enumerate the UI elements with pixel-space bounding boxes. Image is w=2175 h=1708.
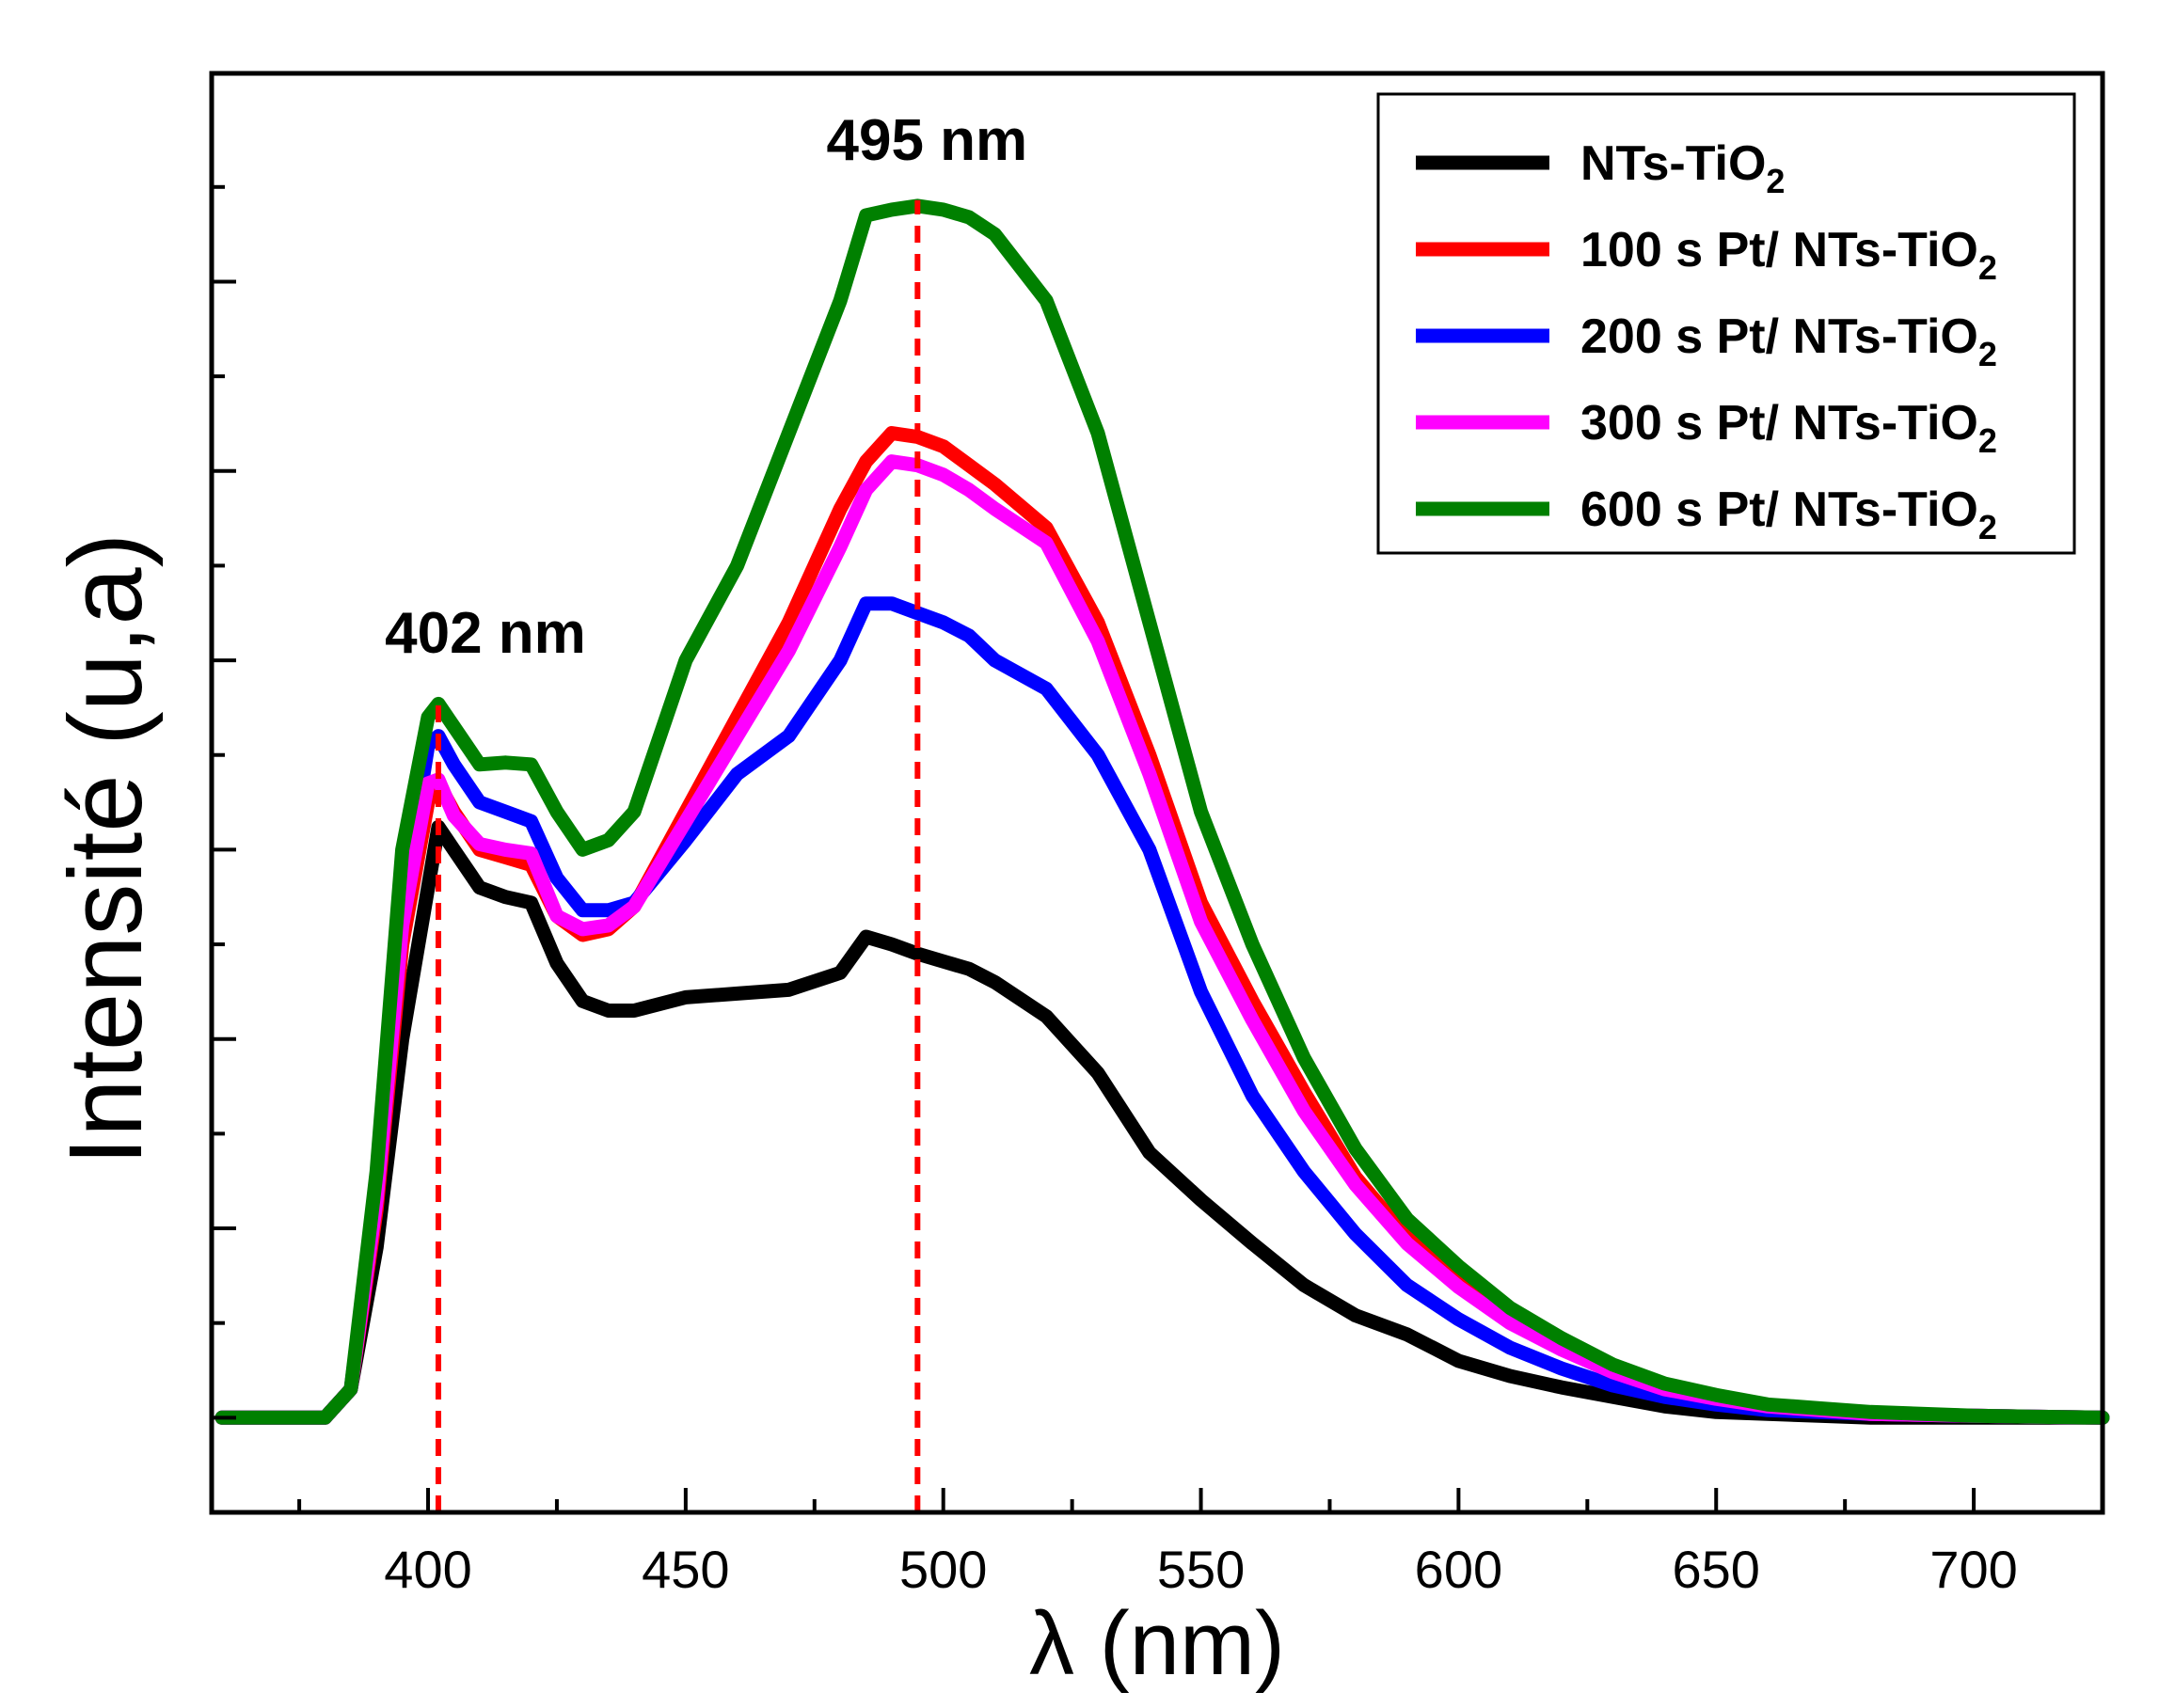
- x-tick-label: 700: [1929, 1540, 2017, 1599]
- series-line-2: [214, 596, 2110, 1425]
- series-line-4: [214, 198, 2110, 1425]
- legend-label-2: 200 s Pt/ NTs-TiO2: [1580, 309, 1997, 373]
- x-axis-title: λ (nm): [1029, 1593, 1285, 1694]
- y-axis-title: Intensité (u,a): [48, 533, 164, 1166]
- legend-label-text: 100 s Pt/ NTs-TiO: [1580, 223, 1978, 277]
- x-tick-label: 600: [1415, 1540, 1502, 1599]
- x-tick-label: 400: [384, 1540, 471, 1599]
- legend-label-subscript: 2: [1978, 508, 1997, 546]
- x-tick-label: 450: [642, 1540, 729, 1599]
- legend-label-subscript: 2: [1978, 421, 1997, 460]
- legend-label-4: 600 s Pt/ NTs-TiO2: [1580, 482, 1997, 546]
- legend-label-text: 300 s Pt/ NTs-TiO: [1580, 396, 1978, 451]
- series-line-0: [214, 819, 2110, 1425]
- x-tick-label: 500: [899, 1540, 987, 1599]
- legend-label-subscript: 2: [1978, 335, 1997, 373]
- legend-box: [1376, 92, 2076, 555]
- annotation-label-0: 402 nm: [385, 601, 586, 666]
- annotation-layer: 402 nm 495 nm: [385, 108, 1027, 1512]
- legend-label-3: 300 s Pt/ NTs-TiO2: [1580, 396, 1997, 460]
- plot-frame: [209, 71, 2105, 1515]
- legend-label-0: NTs-TiO2: [1580, 136, 1785, 200]
- legend-label-text: NTs-TiO: [1580, 136, 1766, 191]
- legend-label-text: 200 s Pt/ NTs-TiO: [1580, 309, 1978, 364]
- legend-label-subscript: 2: [1978, 248, 1997, 287]
- series-line-1: [214, 426, 2110, 1425]
- legend-label-text: 600 s Pt/ NTs-TiO: [1580, 482, 1978, 537]
- x-tick-label: 550: [1157, 1540, 1245, 1599]
- legend-label-1: 100 s Pt/ NTs-TiO2: [1580, 223, 1997, 287]
- annotation-label-1: 495 nm: [826, 108, 1027, 173]
- x-tick-label: 650: [1673, 1540, 1760, 1599]
- series-line-3: [214, 454, 2110, 1425]
- axis-layer: 400 450 500 550 600 650 700 λ (nm) Intensité (u,…: [48, 71, 2105, 1694]
- legend-label-subscript: 2: [1766, 162, 1785, 200]
- series-layer: [214, 198, 2110, 1425]
